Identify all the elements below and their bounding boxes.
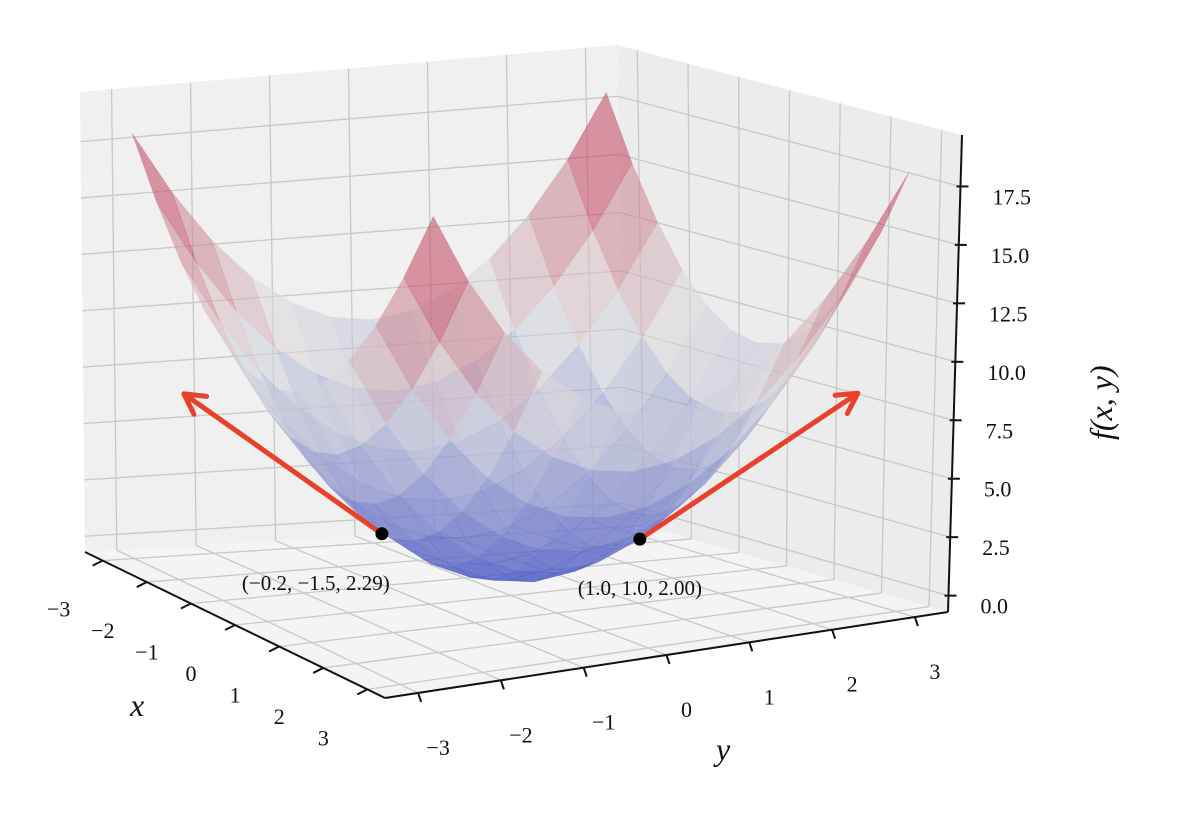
x-tick: [268, 645, 280, 653]
wall-gridline-z: [617, 95, 961, 188]
z-axis-label: f(x, y): [1083, 365, 1119, 440]
x-tick: [136, 581, 148, 588]
y-tick: [417, 692, 423, 703]
y-tick-label: 0: [681, 697, 692, 722]
x-tick: [92, 559, 104, 567]
arrow-head: [181, 391, 210, 417]
wall-gridline-x: [833, 103, 841, 580]
wall-gridline-z: [619, 212, 958, 304]
surface-facet: [513, 371, 581, 458]
x-tick: [224, 624, 236, 631]
wall-gridline-x: [785, 89, 791, 567]
floor-gridline-x: [323, 592, 882, 669]
y-tick-label: −2: [509, 722, 532, 747]
y-tick: [748, 642, 754, 652]
floor-gridline-x: [367, 605, 930, 691]
wall-gridline-y: [110, 89, 118, 551]
wall-gridline-y: [189, 82, 197, 546]
y-tick-label: −1: [592, 710, 615, 735]
x-tick-label: 0: [186, 661, 197, 686]
wall-gridline-z: [624, 503, 949, 597]
y-tick: [913, 616, 919, 627]
y-axis-label: y: [713, 731, 731, 767]
surface-facet: [592, 411, 661, 472]
surface-facet: [714, 344, 784, 438]
z-tick-label: 5.0: [984, 477, 1012, 502]
z-tick-label: 15.0: [991, 243, 1030, 268]
point-marker: [633, 532, 647, 546]
x-tick: [312, 667, 324, 674]
point-marker: [375, 527, 389, 541]
floor-gridline-y: [593, 521, 916, 618]
x-tick-label: 3: [318, 725, 329, 750]
x-tick-label: −3: [47, 597, 70, 622]
x-tick-label: 2: [274, 704, 285, 729]
wall-gridline-x: [928, 129, 943, 607]
point-annotation: (1.0, 1.0, 2.00): [578, 576, 702, 600]
gradient-arrow: [182, 391, 384, 536]
annotations-layer: (−0.2, −1.5, 2.29) (1.0, 1.0, 2.00): [181, 390, 861, 600]
y-tick-label: 2: [847, 672, 858, 697]
y-tick: [499, 679, 505, 690]
y-tick: [665, 654, 671, 665]
z-tick-label: 12.5: [989, 301, 1028, 326]
axes-layer: [84, 134, 969, 703]
wall-gridline-x: [880, 116, 892, 594]
y-tick-label: 3: [929, 659, 940, 684]
gradient-arrow: [638, 391, 860, 542]
floor-pane: [85, 520, 948, 698]
z-tick-label: 17.5: [992, 184, 1031, 209]
y-tick-label: −3: [426, 735, 449, 760]
y-tick: [831, 629, 837, 640]
surface-facet: [403, 215, 469, 343]
z-tick-label: 10.0: [987, 360, 1026, 385]
x-tick: [180, 602, 192, 610]
surface: [131, 91, 910, 583]
point-annotation: (−0.2, −1.5, 2.29): [242, 571, 390, 595]
x-tick-label: −2: [91, 618, 114, 643]
y-tick: [582, 667, 588, 677]
x-axis-label: x: [129, 687, 144, 723]
arrow-head: [832, 390, 861, 416]
z-axis-line: [947, 134, 963, 613]
x-tick-label: −1: [135, 640, 158, 665]
y-tick-label: 1: [764, 684, 775, 709]
floor-gridline-x: [279, 578, 835, 648]
z-tick-label: 7.5: [986, 418, 1014, 443]
wall-gridline-z: [80, 95, 618, 143]
z-tick-label: 0.0: [980, 594, 1008, 619]
tick-labels: −3 −3 −2 −2 −1 −1 0 0 1 1 2 2 3 3 0.0 2.5 5.0 7.5 10.0 12.5…: [47, 184, 1031, 760]
z-tick-label: 2.5: [982, 535, 1010, 560]
x-tick: [356, 688, 368, 696]
x-tick-label: 1: [230, 682, 241, 707]
wall-gridline-z: [618, 153, 959, 246]
floor-gridline-y: [354, 535, 667, 656]
